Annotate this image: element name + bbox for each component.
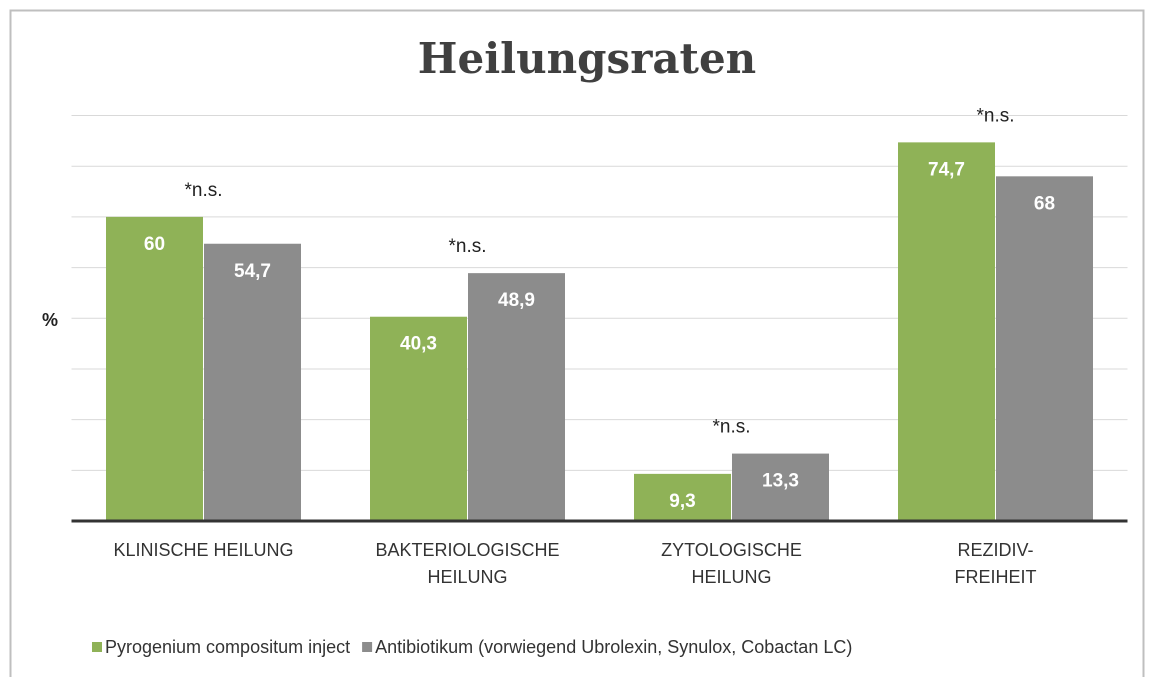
frame [9,9,1145,682]
annotation: *n.s. [712,417,750,438]
bar [996,176,1093,521]
y-axis-label: % [42,310,58,330]
x-tick-label: ZYTOLOGISCHE HEILUNG [661,540,802,587]
chart-title: Heilungsraten [418,34,756,83]
bar [204,243,301,521]
annotation: *n.s. [976,105,1014,126]
data-label: 60 [144,234,165,255]
data-label: 68 [1034,193,1055,214]
x-tick-label-line: HEILUNG [427,567,507,587]
x-tick-label: REZIDIV- FREIHEIT [954,540,1036,587]
x-tick-label-line: KLINISCHE HEILUNG [113,540,293,560]
bar [106,216,203,521]
data-label: 13,3 [762,471,799,492]
x-tick-label: KLINISCHE HEILUNG [113,540,293,560]
legend-swatch [92,642,102,652]
legend-swatch [362,642,373,652]
data-label: 54,7 [234,261,271,282]
bar [468,273,565,521]
x-tick-label: BAKTERIOLOGISCHE HEILUNG [375,540,559,587]
x-tick-label-line: BAKTERIOLOGISCHE [375,540,559,560]
bar [634,473,731,521]
bar [898,142,995,521]
data-label: 48,9 [498,290,535,311]
annotation: *n.s. [448,236,486,257]
x-tick-label-line: FREIHEIT [954,567,1036,587]
bar [370,316,467,521]
data-label: 74,7 [928,159,965,180]
x-tick-label-line: HEILUNG [691,567,771,587]
data-label: 9,3 [669,491,695,512]
data-label: 40,3 [400,334,437,355]
annotation: *n.s. [184,180,222,201]
x-tick-label-line: ZYTOLOGISCHE [661,540,802,560]
legend-label: Antibiotikum (vorwiegend Ubrolexin, Synu… [375,637,852,657]
bar [732,453,829,521]
x-tick-label-line: REZIDIV- [957,540,1033,560]
legend-label: Pyrogenium compositum inject [105,637,350,657]
